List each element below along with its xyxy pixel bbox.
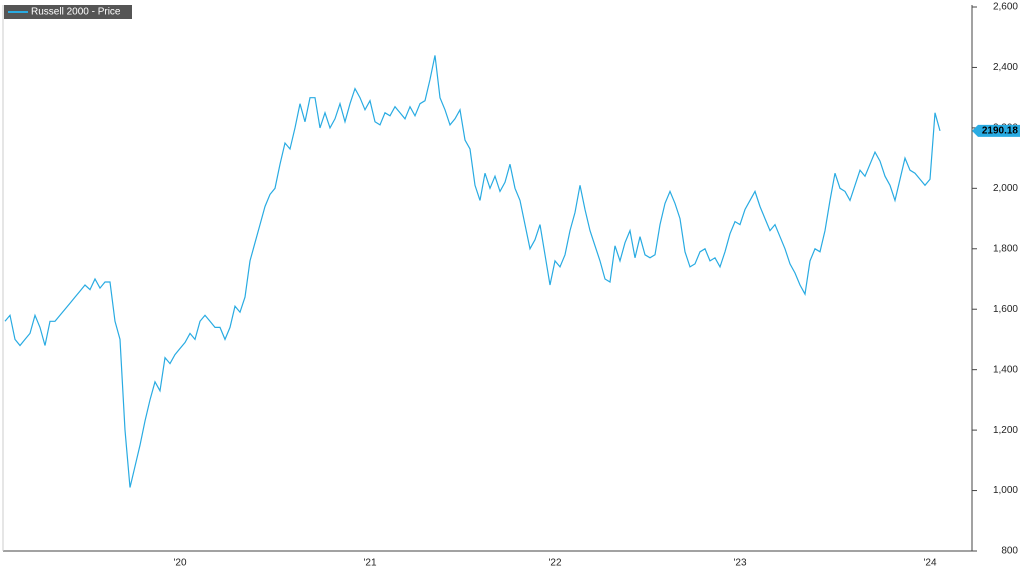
y-tick-label: 800 <box>1001 546 1018 557</box>
y-tick-label: 1,800 <box>993 243 1018 254</box>
last-price-tag <box>972 124 1020 137</box>
y-tick-label: 1,000 <box>993 485 1018 496</box>
legend-label: Russell 2000 - Price <box>31 7 121 18</box>
x-tick-label: '20 <box>173 558 186 569</box>
legend-box <box>4 5 132 19</box>
y-tick-label: 2,600 <box>993 2 1018 13</box>
y-tick-label: 1,400 <box>993 364 1018 375</box>
y-tick-label: 2,000 <box>993 183 1018 194</box>
x-tick-label: '22 <box>548 558 561 569</box>
price-line <box>4 55 941 488</box>
x-tick-label: '23 <box>733 558 746 569</box>
y-tick-label: 1,200 <box>993 425 1018 436</box>
y-tick-label: 2,400 <box>993 62 1018 73</box>
last-price-label: 2190.18 <box>982 125 1019 136</box>
x-tick-label: '24 <box>923 558 936 569</box>
x-tick-label: '21 <box>363 558 376 569</box>
y-tick-label: 1,600 <box>993 304 1018 315</box>
